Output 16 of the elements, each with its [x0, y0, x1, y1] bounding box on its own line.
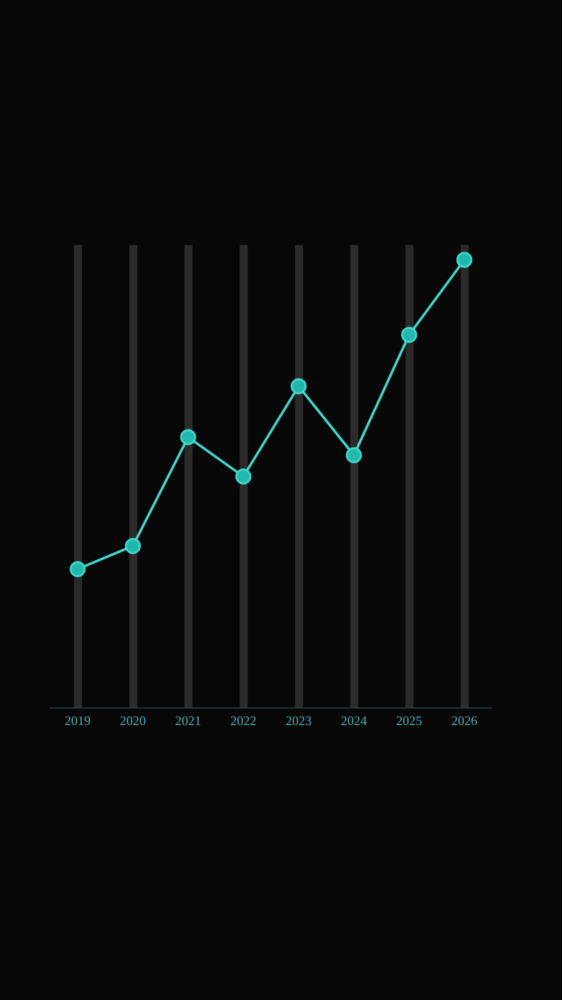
x-tick-label: 2026	[451, 713, 478, 728]
x-tick-label: 2023	[286, 713, 312, 728]
x-tick-label: 2019	[64, 713, 91, 728]
point	[401, 326, 418, 343]
point	[180, 429, 196, 446]
point	[235, 468, 252, 484]
x-tick-label: 2021	[175, 713, 202, 728]
point	[70, 561, 86, 578]
point	[290, 378, 307, 394]
point	[124, 538, 141, 554]
x-tick-label: 2025	[396, 713, 422, 728]
point	[456, 252, 472, 268]
x-tick-label: 2024	[340, 713, 368, 728]
x-tick-label: 2020	[120, 713, 146, 728]
point	[346, 447, 362, 464]
x-tick-label: 2022	[230, 713, 256, 728]
